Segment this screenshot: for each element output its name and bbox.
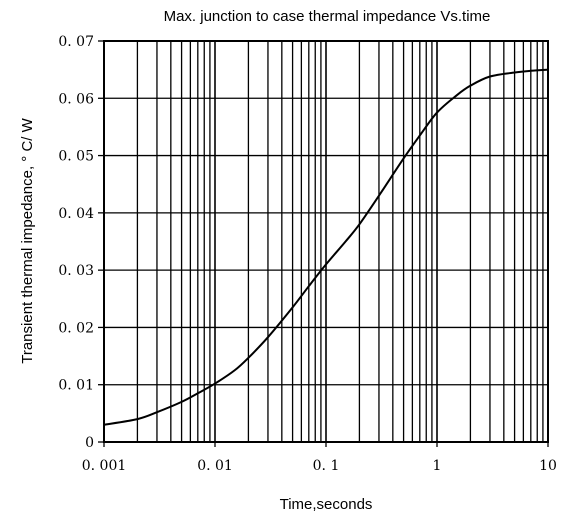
y-tick-label: 0. 07 [58, 34, 94, 50]
x-axis-label: Time,seconds [280, 496, 373, 513]
y-tick-label: 0. 06 [58, 91, 94, 107]
y-tick-label: 0 [85, 435, 94, 451]
y-tick-label: 0. 01 [58, 378, 94, 394]
tick-label-layer: 0 0. 01 0. 02 0. 03 0. 04 0. 05 0. 06 0. 07 0. 0… [58, 34, 557, 474]
x-tick-label: 0. 01 [197, 458, 233, 474]
grid-layer [104, 41, 548, 442]
y-tick-label: 0. 02 [58, 320, 94, 336]
x-tick-label: 10 [539, 458, 557, 474]
curve-layer [103, 68, 549, 426]
chart-title: Max. junction to case thermal impedance … [164, 8, 491, 25]
x-tick-label: 0. 1 [313, 458, 340, 474]
x-tick-label: 0. 001 [82, 458, 127, 474]
y-axis-label: Transient thermal impedance, ° C/ W [19, 117, 36, 363]
y-tick-label: 0. 05 [58, 149, 94, 165]
y-tick-label: 0. 03 [58, 263, 94, 279]
y-tick-label: 0. 04 [58, 206, 94, 222]
thermal-impedance-curve [103, 68, 549, 426]
x-tick-label: 1 [433, 458, 442, 474]
